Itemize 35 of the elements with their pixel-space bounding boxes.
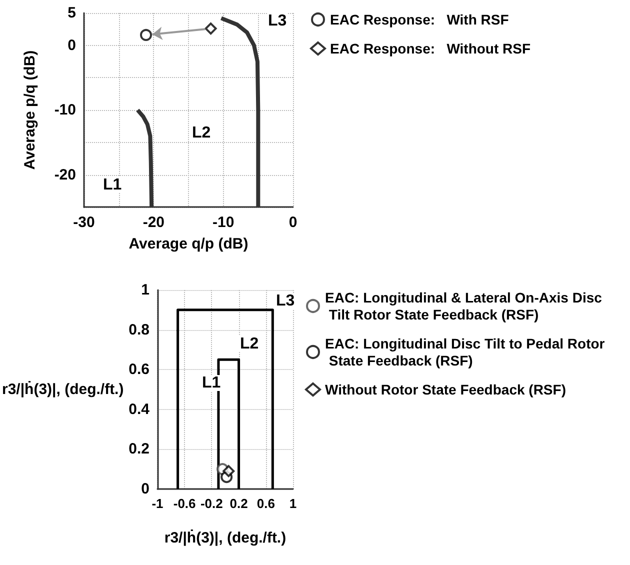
y-tick-label: 0 — [68, 36, 76, 54]
y-tick-label: 0 — [141, 480, 150, 498]
annotation: L2 — [240, 336, 259, 352]
x-tick-label: -0.6 — [173, 496, 196, 511]
legend-label: EAC: Longitudinal Disc Tilt to Pedal Rotor State Feedback (RSF) — [325, 336, 606, 368]
legend-label: EAC Response: Without RSF — [330, 40, 531, 56]
annotation: L3 — [276, 292, 295, 310]
x-tick-label: 0.2 — [230, 496, 248, 511]
y-axis-title: Average p/q (dB) — [22, 50, 38, 170]
y-tick-label: 0.2 — [128, 440, 150, 458]
x-tick-label: 1 — [289, 496, 297, 511]
y-tick-label: -20 — [54, 166, 76, 184]
legend-label: EAC Response: With RSF — [330, 12, 510, 28]
x-axis-title: Average q/p (dB) — [128, 236, 248, 252]
legend-label: Without Rotor State Feedback (RSF) — [325, 382, 566, 398]
annotation: L1 — [103, 176, 122, 194]
y-tick-label: 0.6 — [128, 361, 150, 378]
legend-label: EAC: Longitudinal & Lateral On-Axis Disc Tilt Rotor State Feedback (RSF) — [325, 290, 602, 322]
y-axis-title: r3/|ḣ(3)|, (deg./ft.) — [2, 381, 124, 398]
x-tick-label: -0.2 — [200, 496, 223, 511]
y-tick-label: -10 — [54, 102, 76, 119]
annotation: L2 — [192, 124, 211, 142]
annotation: L3 — [268, 12, 287, 30]
x-tick-label: -30 — [73, 214, 95, 232]
y-tick-label: 1 — [141, 282, 150, 298]
x-tick-label: -1 — [152, 496, 164, 511]
y-tick-label: 5 — [68, 4, 76, 22]
annotation: L1 — [202, 374, 221, 392]
x-tick-label: -10 — [212, 214, 234, 232]
x-tick-label: 0 — [288, 214, 298, 232]
point — [222, 465, 235, 478]
x-axis-title: r3/|ḣ(3)|, (deg./ft.) — [164, 530, 286, 546]
x-tick-label: 0.6 — [256, 496, 275, 511]
y-tick-label: 0.8 — [128, 321, 150, 338]
y-tick-label: 0.4 — [128, 400, 150, 418]
